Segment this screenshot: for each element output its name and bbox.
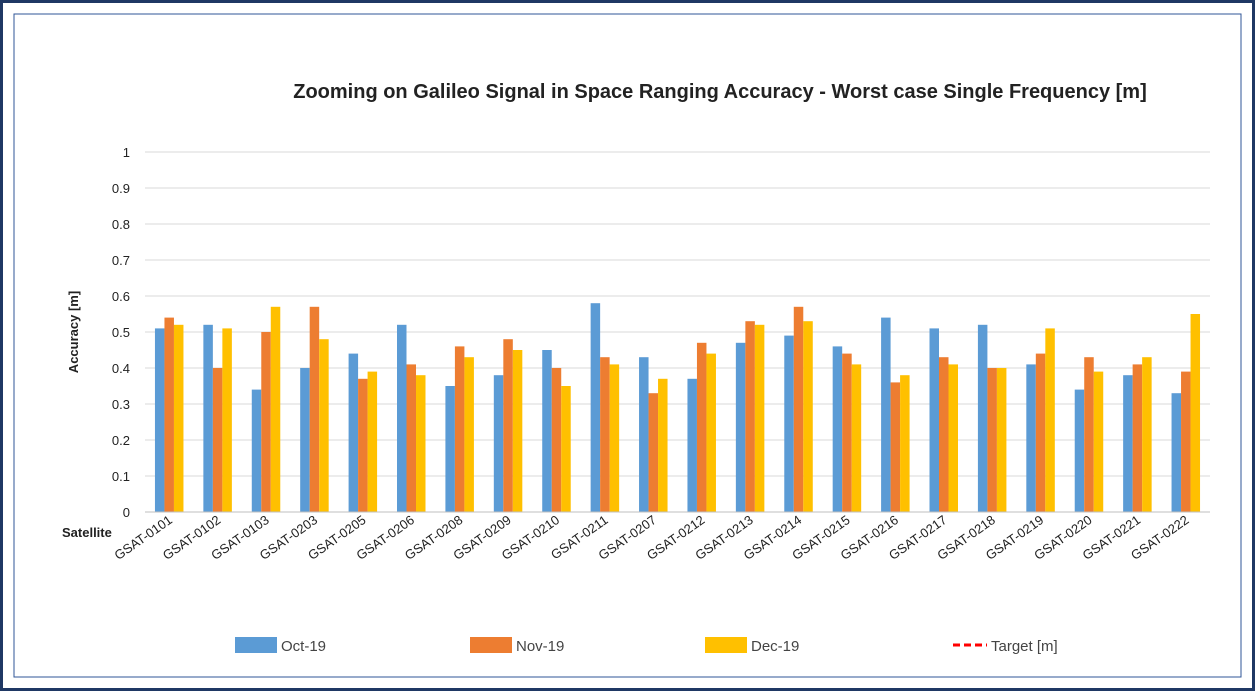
bar: [890, 382, 901, 512]
bar: [319, 339, 329, 512]
bar: [261, 332, 271, 512]
bar: [1045, 328, 1055, 512]
bar: [706, 353, 716, 512]
bar: [832, 346, 843, 512]
bar: [1084, 357, 1094, 512]
bar: [203, 324, 213, 512]
bar: [1181, 371, 1191, 512]
bar: [1171, 393, 1182, 512]
bar: [406, 364, 416, 512]
bar: [977, 324, 988, 512]
bar: [609, 364, 620, 512]
bar: [939, 357, 949, 512]
y-tick-label: 0.5: [112, 325, 130, 340]
y-axis-title: Accuracy [m]: [66, 291, 81, 373]
chart-title: Zooming on Galileo Signal in Space Rangi…: [293, 81, 1147, 103]
y-tick-label: 0.1: [112, 469, 130, 484]
bar: [851, 364, 862, 512]
legend-swatch: [705, 637, 747, 653]
bar: [300, 368, 310, 512]
bar: [648, 393, 659, 512]
bar: [639, 357, 649, 512]
bar: [173, 324, 184, 512]
bar: [842, 353, 852, 512]
bar: [987, 368, 997, 512]
bar: [212, 368, 223, 512]
bar: [416, 375, 426, 512]
bar: [735, 342, 746, 512]
y-tick-label: 0.4: [112, 361, 130, 376]
bar: [600, 357, 610, 512]
bar: [1093, 371, 1104, 512]
bar: [542, 350, 552, 512]
legend-label: Target [m]: [991, 638, 1058, 655]
bar: [251, 389, 262, 512]
legend-label: Oct-19: [281, 638, 326, 655]
bar: [658, 378, 668, 512]
bar: [696, 342, 707, 512]
bar: [754, 324, 765, 512]
y-tick-label: 0.7: [112, 253, 130, 268]
bar: [1074, 389, 1085, 512]
bar: [445, 386, 455, 512]
bar: [929, 328, 939, 512]
bar: [464, 357, 474, 512]
bar: [784, 335, 794, 512]
bar: [348, 353, 359, 512]
bar: [503, 339, 513, 512]
bar: [1026, 364, 1036, 512]
y-tick-label: 0.6: [112, 289, 130, 304]
bar: [590, 303, 601, 512]
bar: [512, 350, 523, 512]
legend-swatch: [235, 637, 277, 653]
bar: [803, 321, 813, 512]
legend-label: Dec-19: [751, 638, 799, 655]
bar: [793, 306, 804, 512]
bar: [900, 375, 910, 512]
y-tick-label: 0.9: [112, 181, 130, 196]
bar: [164, 317, 174, 512]
bar: [154, 328, 165, 512]
bar: [1142, 357, 1152, 512]
y-tick-label: 0.2: [112, 433, 130, 448]
y-tick-label: 0.8: [112, 217, 130, 232]
bar: [358, 378, 368, 512]
bar: [493, 375, 504, 512]
bar: [1190, 314, 1201, 512]
bar: [996, 368, 1007, 512]
y-tick-label: 1: [123, 145, 130, 160]
bar: [1132, 364, 1143, 512]
y-tick-label: 0.3: [112, 397, 130, 412]
y-tick-label: 0: [123, 505, 130, 520]
bar: [948, 364, 958, 512]
inner-frame: [13, 13, 1242, 678]
bar: [309, 306, 320, 512]
bar: [1123, 375, 1133, 512]
bar: [551, 368, 562, 512]
bar: [270, 306, 281, 512]
bar: [454, 346, 465, 512]
bar: [561, 386, 571, 512]
legend-label: Nov-19: [516, 638, 564, 655]
bar: [367, 371, 378, 512]
bar: [397, 324, 407, 512]
bar: [745, 321, 755, 512]
bar: [222, 328, 232, 512]
bar: [687, 378, 697, 512]
x-axis-title: Satellite: [62, 525, 112, 540]
bar: [881, 317, 891, 512]
legend-swatch: [470, 637, 512, 653]
bar: [1035, 353, 1046, 512]
